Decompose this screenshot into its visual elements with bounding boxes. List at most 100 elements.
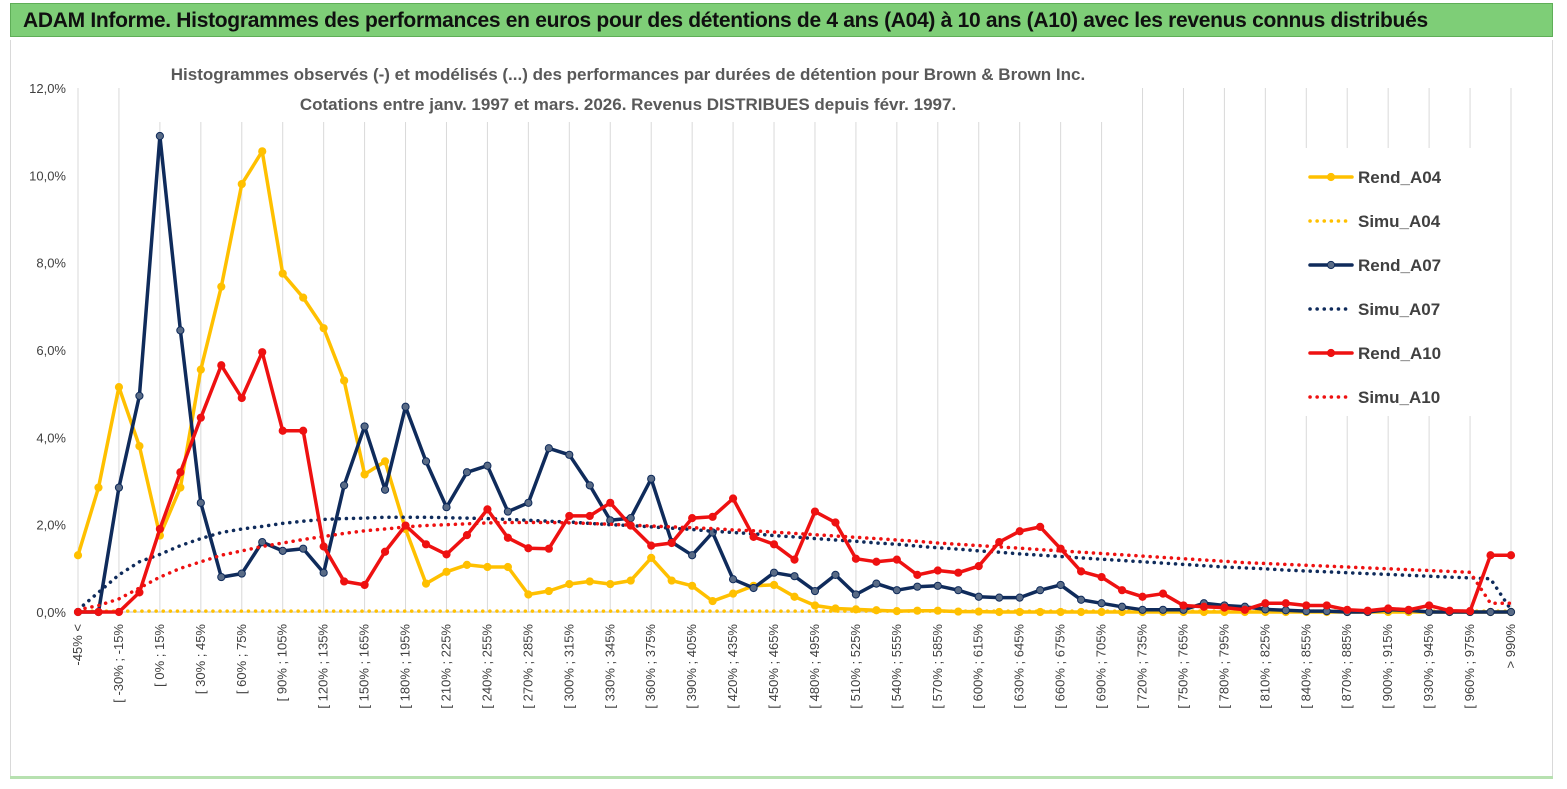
x-tick-label: [ 750% ; 765% [1175,624,1190,709]
data-point [1158,605,1168,614]
data-point [442,567,451,576]
x-tick-label: [ 870% ; 885% [1339,624,1354,709]
data-point [135,441,144,451]
data-point [462,468,472,477]
data-point [380,547,390,556]
data-point [1322,601,1331,610]
data-point [749,532,758,541]
x-tick-label: [ 30% ; 45% [193,624,208,695]
x-tick-label: [ 330% ; 345% [602,624,617,709]
x-tick-label: [ 930% ; 945% [1421,624,1436,709]
data-point [1302,601,1311,610]
chart-title: Histogrammes observés (-) et modélisés (… [171,65,1085,84]
x-tick-label: [ 210% ; 225% [438,624,453,709]
data-point [647,541,656,550]
x-tick-label: [ 570% ; 585% [930,624,945,709]
legend: Rend_A04 Simu_A04 Rend_A07 Simu_A07 Rend_A10… [1290,148,1480,416]
data-point [319,568,328,577]
data-point [606,498,615,507]
data-point [94,607,103,617]
data-point [217,572,226,582]
data-point [196,498,205,507]
data-point [954,586,963,595]
data-point [380,457,390,466]
legend-label: Simu_A07 [1358,300,1440,319]
y-tick-label: 6,0% [36,343,66,358]
data-point [278,546,287,555]
data-point [421,457,431,466]
x-tick-label: [ 150% ; 165% [357,624,372,709]
data-point [360,580,369,590]
data-point [299,426,308,435]
data-point [708,596,717,606]
data-point [278,426,287,435]
data-point [299,544,308,553]
x-tick-label: [ 120% ; 135% [316,624,331,709]
data-point [1384,604,1393,613]
data-point [1404,605,1413,614]
data-point [217,361,226,370]
data-point [1506,551,1516,560]
x-tick-label: [ 480% ; 495% [807,624,822,709]
legend-marker [1326,172,1336,182]
data-point [1097,599,1106,608]
grid-layer [77,88,1512,612]
axis-layer: -45% < [ -30% ; -15% [ 0% ; 15% [ 30% ; 45%… [29,81,1518,709]
data-point [401,402,410,411]
data-point [995,538,1004,547]
data-point [749,583,758,593]
data-point [1158,589,1168,598]
legend-label: Simu_A04 [1358,212,1441,231]
x-tick-label: [ -30% ; -15% [111,624,126,703]
data-point [851,554,861,563]
data-point [503,507,512,516]
data-point [728,494,738,503]
data-point [1097,572,1106,582]
data-point [769,540,779,549]
data-point [544,586,553,596]
x-tick-label: [ 840% ; 855% [1298,624,1313,709]
data-point [340,577,349,586]
series-line [76,515,1513,612]
data-point [872,557,881,566]
data-point [237,393,246,403]
legend-label: Rend_A07 [1358,256,1441,275]
bottom-rule [10,776,1553,779]
data-point [974,562,983,571]
x-tick-label: [ 180% ; 195% [398,624,413,709]
x-tick-label: [ 960% ; 975% [1462,624,1477,709]
data-point [728,575,738,584]
data-point [114,383,124,392]
data-point [606,579,615,589]
data-point [114,607,124,617]
data-point [483,505,492,514]
data-point [933,566,942,575]
data-point [483,461,492,470]
data-point [565,450,574,459]
data-point [974,592,983,601]
data-point [708,512,717,521]
data-point [1261,599,1270,608]
data-point [1343,605,1352,614]
data-point [155,131,164,141]
data-point [442,550,451,559]
data-point [790,592,799,601]
data-point [1486,551,1495,560]
data-point [258,147,267,156]
x-tick-label: [ 300% ; 315% [561,624,576,709]
x-tick-label: [ 0% ; 15% [152,624,167,687]
data-point [1036,586,1045,595]
data-point [1036,522,1045,531]
x-tick-label: [ 450% ; 465% [766,624,781,709]
data-point [503,562,512,572]
data-point [851,590,861,599]
data-point [810,507,820,516]
data-point [176,468,185,477]
data-point [94,483,103,492]
data-point [831,518,840,527]
data-point [319,542,328,551]
data-point [421,540,431,549]
x-tick-label: [ 420% ; 435% [725,624,740,709]
data-point [73,551,83,560]
